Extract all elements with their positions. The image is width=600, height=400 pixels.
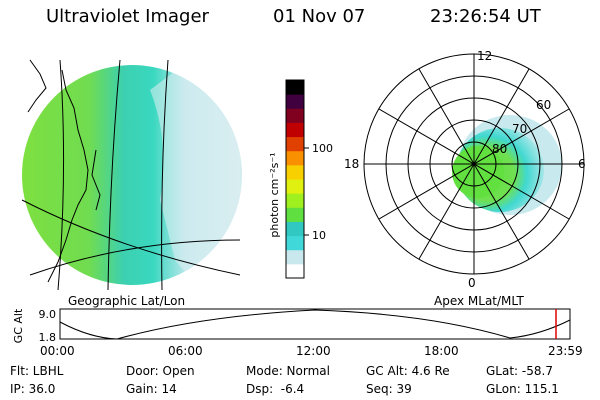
colorbar-band <box>286 150 304 166</box>
colorbar-frame <box>285 79 305 279</box>
track-frame <box>59 308 571 340</box>
colorbar-band <box>286 80 304 95</box>
alt-max-label: 9.0 <box>39 308 57 321</box>
mlat-label: 70 <box>512 122 527 136</box>
coastline-north <box>27 59 47 113</box>
colorbar-band <box>286 193 304 208</box>
mlat-label: 80 <box>492 142 507 156</box>
colorbar-band <box>286 221 304 237</box>
mlt-label-bottom: 0 <box>468 276 476 290</box>
glat-status: GLat: -58.7 <box>486 364 553 378</box>
time-label: 23:26:54 UT <box>430 6 541 27</box>
mlt-line <box>378 108 570 220</box>
alt-min-label: 1.8 <box>39 331 57 344</box>
polar-plot: 80 70 60 12 18 6 0 <box>344 49 586 290</box>
mlt-label-top: 12 <box>477 49 492 63</box>
colorbar-band <box>286 164 304 180</box>
time-tick: 06:00 <box>168 344 203 358</box>
time-tick: 18:00 <box>424 344 459 358</box>
gain-status: Gain: 14 <box>126 382 177 396</box>
altitude-curve <box>59 309 571 340</box>
colorbar-band <box>286 122 304 138</box>
alt-axis-label: GC Alt <box>12 308 25 343</box>
meridian-line <box>57 59 65 291</box>
colorbar <box>285 79 305 279</box>
colorbar-band <box>286 179 304 194</box>
coastline <box>47 69 101 283</box>
mlt-label-left: 18 <box>344 157 359 171</box>
colorbar-band <box>286 94 304 109</box>
gc-alt-status: GC Alt: 4.6 Re <box>366 364 450 378</box>
date-label: 01 Nov 07 <box>273 6 366 27</box>
colorbar-unit-label: photon cm⁻²s⁻¹ <box>268 152 281 237</box>
meridian-line <box>107 59 121 291</box>
dsp-status: Dsp: -6.4 <box>246 382 305 396</box>
seq-status: Seq: 39 <box>366 382 412 396</box>
meridian-line <box>161 59 169 291</box>
colorbar-band <box>286 136 304 152</box>
door-status: Door: Open <box>126 364 195 378</box>
polar-caption: Apex MLat/MLT <box>434 294 524 308</box>
colorbar-tick-label: 100 <box>312 142 333 155</box>
instrument-title: Ultraviolet Imager <box>46 6 209 27</box>
time-tick: 23:59 <box>548 344 583 358</box>
ip-status: IP: 36.0 <box>10 382 56 396</box>
parallel-line <box>21 199 241 276</box>
parallel-line <box>29 239 241 276</box>
colorbar-band <box>286 235 304 251</box>
mlt-label-right: 6 <box>578 157 586 171</box>
geo-caption: Geographic Lat/Lon <box>68 294 186 308</box>
geographic-map <box>21 59 242 291</box>
colorbar-band <box>286 207 304 222</box>
colorbar-tick-label: 10 <box>312 229 326 242</box>
glon-status: GLon: 115.1 <box>486 382 559 396</box>
colorbar-band <box>286 263 304 279</box>
dim-emission-region <box>150 65 240 285</box>
colorbar-band <box>286 249 304 265</box>
altitude-track: 9.0 1.8 GC Alt <box>12 308 571 344</box>
colorbar-band <box>286 108 304 123</box>
mode-status: Mode: Normal <box>246 364 330 378</box>
time-tick: 00:00 <box>40 344 75 358</box>
filter-status: Flt: LBHL <box>10 364 64 378</box>
mlat-label: 60 <box>536 98 551 112</box>
time-tick: 12:00 <box>296 344 331 358</box>
